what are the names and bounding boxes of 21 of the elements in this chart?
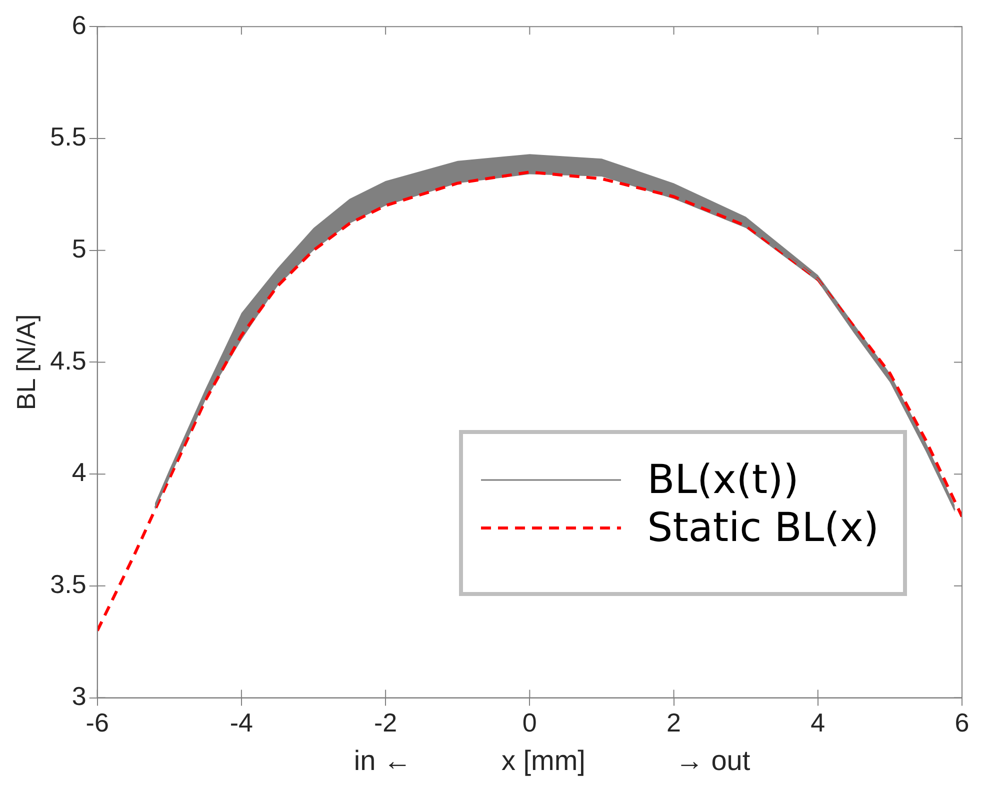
- x-tick-label: -4: [230, 708, 254, 738]
- legend-label: BL(x(t)): [647, 456, 799, 503]
- x-tick-label: -2: [374, 708, 398, 738]
- x-tick-label: -6: [86, 708, 109, 738]
- x-axis-title: x [mm]: [501, 745, 586, 777]
- y-tick-label: 3: [72, 680, 86, 711]
- x-tick-label: 0: [522, 708, 537, 738]
- y-tick-label: 6: [72, 10, 86, 40]
- y-tick-label: 5.5: [50, 122, 86, 152]
- x-tick-label: 2: [666, 708, 682, 738]
- text: → out: [675, 745, 750, 777]
- y-axis-title: BL [N/A]: [10, 314, 41, 410]
- line-series: [97, 170, 962, 632]
- y-tick-label: 3.5: [50, 569, 86, 600]
- text: in ←: [354, 745, 412, 777]
- x-tick-label: 6: [954, 708, 970, 738]
- y-tick-label: 5: [72, 234, 86, 264]
- x-tick-label: 4: [810, 708, 826, 738]
- y-tick-label: 4: [72, 457, 86, 488]
- legend-label: Static BL(x): [647, 504, 879, 551]
- y-tick-label: 4.5: [50, 345, 86, 376]
